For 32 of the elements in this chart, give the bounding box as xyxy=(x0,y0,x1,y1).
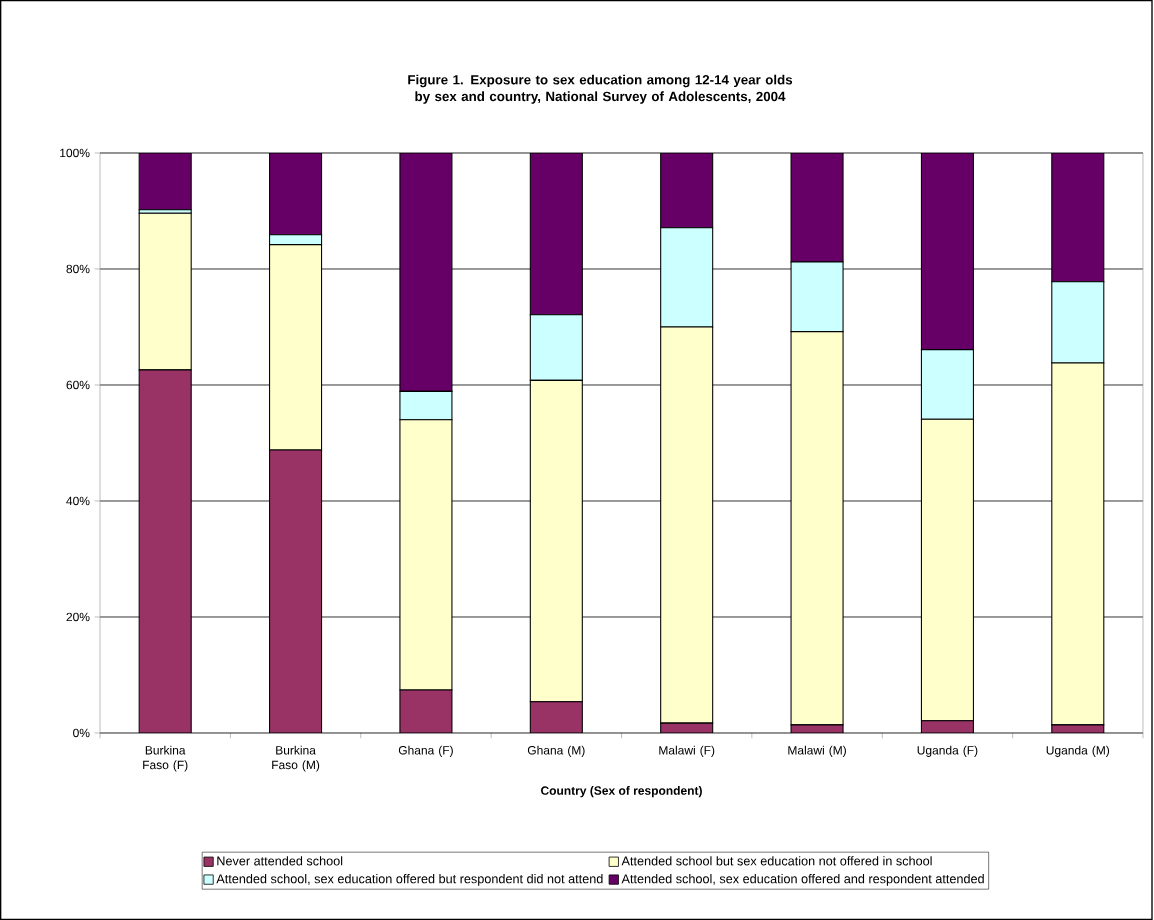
bar xyxy=(529,701,583,733)
y-tick-label: 20% xyxy=(66,612,90,622)
x-axis-title: Country (Sex of respondent) xyxy=(541,786,702,798)
bar xyxy=(269,152,323,236)
y-tick-label: 100% xyxy=(60,148,90,158)
bar xyxy=(660,152,714,229)
y-tick-label: 80% xyxy=(66,264,90,274)
bar xyxy=(1051,152,1105,283)
y-tick-label: 60% xyxy=(66,380,90,390)
x-tick-label: Ghana (F) xyxy=(398,745,453,757)
bar xyxy=(138,152,192,211)
y-tick-label: 40% xyxy=(66,496,90,506)
x-tick-label: Uganda (F) xyxy=(917,745,978,757)
bar xyxy=(529,152,583,316)
y-tick-label: 0% xyxy=(73,728,90,738)
chart-title: Figure 1. Exposure to sex education among 12-14 year olds by sex and country, National Survey of Adolescents, 2004 xyxy=(408,74,793,104)
x-tick-label: Ghana (M) xyxy=(527,745,585,757)
x-tick-label: Burkina Faso (M) xyxy=(272,745,320,772)
x-tick-label: Burkina Faso (F) xyxy=(143,745,188,772)
legend-label: Attended school, sex education offered and respondent attended xyxy=(621,874,984,886)
bar xyxy=(269,449,323,733)
bar xyxy=(399,152,453,392)
legend-label: Attended school, sex education offered but respondent did not attend xyxy=(216,874,603,886)
x-tick-label: Malawi (M) xyxy=(788,745,846,757)
legend-label: Never attended school xyxy=(217,856,343,866)
bar xyxy=(399,689,453,733)
legend-label: Attended school but sex education not offered in school xyxy=(621,856,932,866)
bar xyxy=(920,152,974,351)
bar xyxy=(138,369,192,733)
bar xyxy=(790,152,844,263)
x-tick-label: Uganda (M) xyxy=(1046,745,1110,757)
x-tick-label: Malawi (F) xyxy=(659,745,715,757)
